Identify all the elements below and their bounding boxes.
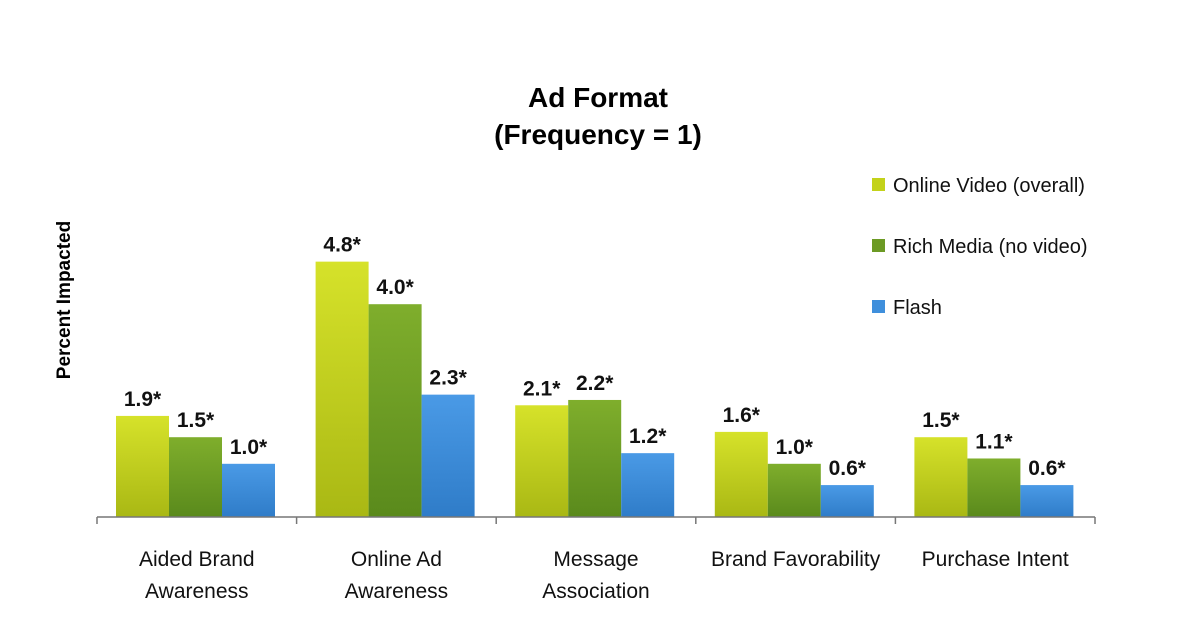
legend-entry: Flash bbox=[893, 297, 942, 319]
legend-swatch bbox=[872, 178, 885, 191]
category-labels-group: Aided Brand Awareness Online Ad Awareness Me… bbox=[139, 548, 1069, 603]
category-label: Online Ad bbox=[351, 548, 442, 571]
data-label: 1.0* bbox=[230, 436, 268, 459]
bar bbox=[421, 394, 475, 517]
data-label: 4.0* bbox=[376, 276, 414, 299]
bar bbox=[116, 415, 169, 517]
legend-swatch bbox=[872, 300, 885, 313]
bar bbox=[568, 399, 622, 517]
chart-title: Ad Format (Frequency = 1) bbox=[494, 82, 702, 150]
data-label: 2.3* bbox=[429, 367, 467, 390]
category-label: Aided Brand bbox=[139, 548, 255, 571]
y-axis-label: Percent Impacted bbox=[54, 221, 75, 379]
bar bbox=[767, 463, 821, 517]
data-label: 1.2* bbox=[629, 425, 667, 448]
bar bbox=[315, 261, 369, 517]
category-label: Association bbox=[542, 580, 649, 603]
category-label: Awareness bbox=[345, 580, 449, 603]
category-label: Brand Favorability bbox=[711, 548, 881, 571]
bar bbox=[621, 453, 675, 517]
data-label: 0.6* bbox=[1028, 457, 1066, 480]
legend-entry: Rich Media (no video) bbox=[893, 236, 1088, 258]
bars-group bbox=[116, 261, 1074, 517]
data-label: 1.5* bbox=[177, 409, 215, 432]
data-label: 1.1* bbox=[975, 430, 1013, 453]
bar bbox=[714, 431, 768, 517]
bar bbox=[515, 405, 569, 517]
category-label: Message bbox=[553, 548, 638, 571]
bar bbox=[1020, 485, 1074, 517]
legend: Online Video (overall) Rich Media (no vid… bbox=[872, 175, 1088, 319]
bar bbox=[169, 437, 222, 517]
bar bbox=[222, 463, 275, 517]
data-label: 0.6* bbox=[829, 457, 867, 480]
category-label: Awareness bbox=[145, 580, 249, 603]
data-label: 1.5* bbox=[922, 409, 960, 432]
data-label: 2.2* bbox=[576, 372, 614, 395]
legend-entry: Online Video (overall) bbox=[893, 175, 1085, 197]
category-label: Purchase Intent bbox=[922, 548, 1069, 571]
bar bbox=[967, 458, 1021, 517]
legend-swatch bbox=[872, 239, 885, 252]
bar bbox=[914, 437, 968, 517]
chart-title-line: Ad Format bbox=[528, 82, 668, 113]
data-label: 1.0* bbox=[776, 436, 814, 459]
data-labels-group: 1.9* 1.5* 1.0* 4.8* 4.0* 2.3* 2.1* 2.2* 1.2* 1.6*… bbox=[124, 234, 1067, 480]
bar bbox=[368, 304, 422, 517]
data-label: 1.6* bbox=[723, 404, 761, 427]
chart-title-line: (Frequency = 1) bbox=[494, 119, 702, 150]
data-label: 4.8* bbox=[323, 234, 361, 257]
data-label: 2.1* bbox=[523, 377, 561, 400]
data-label: 1.9* bbox=[124, 388, 162, 411]
x-axis-ticks bbox=[96, 517, 1096, 524]
bar bbox=[820, 485, 874, 517]
